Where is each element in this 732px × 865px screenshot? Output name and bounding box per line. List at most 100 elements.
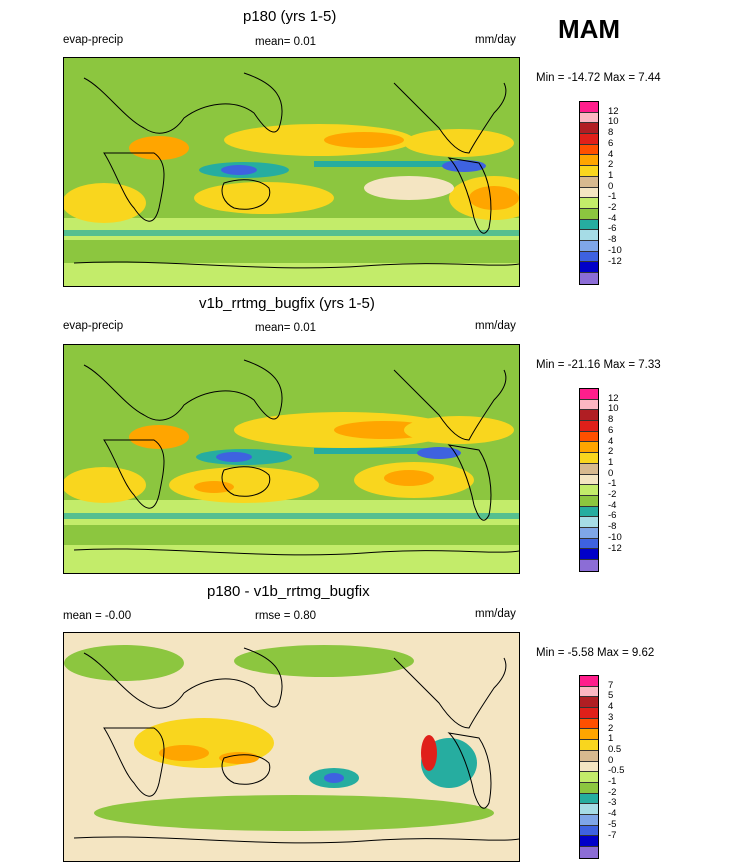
colorbar-swatch	[580, 485, 598, 496]
panel-3-andes-positive	[421, 735, 437, 771]
panel-1-se-pacific-beige	[364, 176, 454, 200]
colorbar-tick-label: -6	[608, 510, 617, 522]
panel-2-arabian-positive	[129, 425, 189, 449]
colorbar-swatch	[580, 389, 598, 400]
panel-3-units-label: mm/day	[475, 608, 516, 620]
colorbar-tick-label: -12	[608, 255, 622, 267]
colorbar-tick-label: 4	[608, 701, 614, 713]
panel-2-southern-band	[64, 500, 519, 525]
colorbar-tick-label: 5	[608, 690, 614, 702]
panel-1-s-pacific-core	[469, 186, 519, 210]
panel-3-colorbar	[579, 675, 599, 859]
colorbar-swatch	[580, 144, 598, 156]
panel-1-s-atlantic-positive	[64, 183, 146, 223]
panel-2-map	[63, 344, 520, 574]
panel-1-n-pacific-core	[324, 132, 404, 148]
panel-2-s-pacific-core	[384, 470, 434, 486]
panel-2-variable-label: evap-precip	[63, 320, 124, 332]
colorbar-swatch	[580, 686, 598, 698]
colorbar-swatch	[580, 123, 598, 135]
panel-1-warm-pool-core	[221, 165, 257, 175]
colorbar-tick-label: 2	[608, 159, 614, 171]
colorbar-swatch	[580, 729, 598, 741]
colorbar-swatch	[580, 102, 598, 113]
panel-3-n-green-west	[64, 645, 184, 681]
colorbar-tick-label: -6	[608, 223, 617, 235]
colorbar-tick-label: 10	[608, 403, 619, 415]
colorbar-swatch	[580, 718, 598, 730]
colorbar-swatch	[580, 208, 598, 220]
colorbar-tick-label: 4	[608, 148, 614, 160]
colorbar-tick-label: 2	[608, 446, 614, 458]
panel-2-n-atlantic-positive	[404, 416, 514, 444]
colorbar-swatch	[580, 251, 598, 263]
panel-2-colorbar	[579, 388, 599, 572]
colorbar-tick-label: 4	[608, 435, 614, 447]
panel-2-mean-label: mean= 0.01	[255, 322, 317, 334]
panel-1-polar-band	[64, 263, 519, 286]
panel-2-s-atlantic-positive	[64, 467, 146, 503]
colorbar-swatch	[580, 399, 598, 411]
colorbar-tick-label: -2	[608, 786, 617, 798]
colorbar-swatch	[580, 421, 598, 432]
colorbar-swatch	[580, 549, 598, 560]
season-label: MAM	[558, 14, 621, 44]
panel-1-title: p180 (yrs 1-5)	[243, 8, 337, 25]
colorbar-swatch	[580, 836, 598, 847]
colorbar-swatch	[580, 410, 598, 422]
colorbar-swatch	[580, 761, 598, 773]
colorbar-tick-label: 1	[608, 169, 614, 181]
colorbar-tick-label: -3	[608, 797, 617, 809]
panel-1-s-indian-positive	[194, 182, 334, 214]
panel-2-units-label: mm/day	[475, 320, 516, 332]
colorbar-tick-label: -8	[608, 521, 617, 533]
colorbar-tick-label: 2	[608, 722, 614, 734]
panel-3-s-green-band	[94, 795, 494, 831]
colorbar-swatch	[580, 814, 598, 826]
colorbar-swatch	[580, 134, 598, 145]
colorbar-swatch	[580, 495, 598, 507]
colorbar-tick-label: 10	[608, 116, 619, 128]
panel-2-coastlines	[73, 359, 519, 556]
colorbar-tick-label: -4	[608, 499, 617, 511]
panel-2-warm-pool-core	[216, 452, 252, 462]
colorbar-tick-label: 6	[608, 137, 614, 149]
colorbar-swatch	[580, 262, 598, 273]
panel-1-mean-label: mean= 0.01	[255, 36, 317, 48]
colorbar-tick-label: -0.5	[608, 765, 625, 777]
colorbar-swatch	[580, 538, 598, 550]
colorbar-swatch	[580, 431, 598, 443]
colorbar-tick-label: 0	[608, 754, 614, 766]
colorbar-tick-label: -12	[608, 542, 622, 554]
colorbar-tick-label: -2	[608, 202, 617, 213]
colorbar-swatch	[580, 198, 598, 209]
colorbar-swatch	[580, 517, 598, 528]
panel-2-southern-teal-band	[64, 513, 519, 519]
colorbar-swatch	[580, 442, 598, 454]
colorbar-tick-label: -10	[608, 531, 622, 543]
panel-2-itcz-negative	[314, 448, 454, 454]
panel-1-itcz-negative	[314, 161, 454, 167]
colorbar-swatch	[580, 112, 598, 124]
colorbar-swatch	[580, 750, 598, 762]
colorbar-tick-label: 12	[608, 392, 619, 404]
panel-3-title: p180 - v1b_rrtmg_bugfix	[207, 583, 370, 600]
panel-1-minmax: Min = -14.72 Max = 7.44	[536, 72, 661, 84]
panel-1-n-atlantic-positive	[404, 129, 514, 157]
colorbar-swatch	[580, 804, 598, 815]
colorbar-tick-label: 6	[608, 424, 614, 436]
panel-2-map-background	[64, 345, 519, 573]
colorbar-tick-label: 8	[608, 414, 614, 426]
panel-3-minmax: Min = -5.58 Max = 9.62	[536, 647, 655, 659]
panel-2-s-indian-core	[194, 481, 234, 493]
colorbar-swatch	[580, 230, 598, 241]
colorbar-swatch	[580, 453, 598, 464]
colorbar-swatch	[580, 560, 598, 571]
colorbar-swatch	[580, 155, 598, 167]
colorbar-swatch	[580, 240, 598, 252]
panel-1-itcz-core	[442, 160, 486, 172]
panel-3-n-green-central	[234, 645, 414, 677]
panel-2-minmax: Min = -21.16 Max = 7.33	[536, 359, 661, 371]
panel-2-title: v1b_rrtmg_bugfix (yrs 1-5)	[199, 295, 375, 312]
colorbar-tick-label: 12	[608, 105, 619, 117]
